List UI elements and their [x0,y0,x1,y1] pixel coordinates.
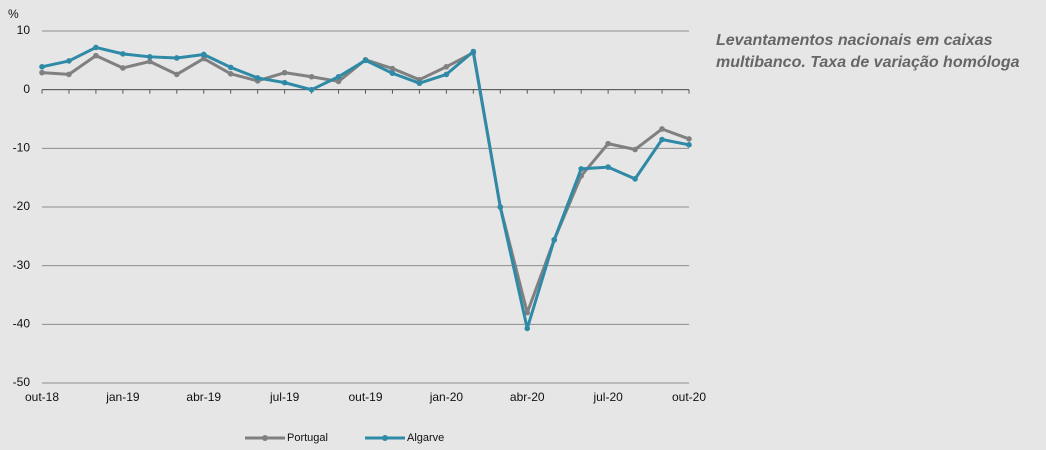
x-tick-label: jul-19 [269,390,300,404]
y-tick-label: -50 [13,375,31,389]
data-point [578,166,584,172]
data-point [173,71,180,78]
data-point [605,140,611,147]
legend-marker [382,435,388,441]
data-point [686,136,692,142]
data-point [281,69,288,76]
x-tick-label: jan-19 [105,390,140,404]
data-point [281,79,288,86]
data-point [227,64,234,71]
data-point [551,237,558,243]
y-tick-label: -20 [13,199,31,213]
y-tick-label: -30 [13,258,31,272]
data-point [308,86,315,93]
data-point [173,55,180,61]
data-point [443,63,450,70]
data-point [254,75,261,81]
y-axis-label: % [8,7,19,21]
data-point [524,309,531,316]
data-point [66,71,72,78]
data-point [335,78,342,85]
data-point [605,164,611,170]
x-tick-label: jan-20 [429,390,464,404]
data-point [308,73,315,80]
data-point [524,325,531,332]
data-point [200,51,207,58]
data-point [200,55,207,62]
data-point [147,58,153,65]
x-tick-label: abr-19 [186,390,221,404]
x-tick-label: out-20 [672,390,706,404]
data-point [470,48,477,55]
data-point [362,57,369,64]
data-point [632,146,638,153]
data-point [497,204,504,210]
data-point [659,126,665,132]
x-tick-label: out-18 [25,390,59,404]
legend-label: Algarve [407,432,444,444]
data-point [39,69,45,76]
x-tick-label: out-19 [348,390,382,404]
legend-label: Portugal [287,432,328,444]
legend-marker [262,435,268,441]
data-point [335,73,342,80]
data-point [632,176,638,182]
data-point [686,142,692,148]
data-point [389,65,396,72]
data-point [389,70,396,77]
data-point [443,71,450,78]
y-tick-label: -10 [13,141,31,155]
y-tick-label: 0 [23,82,30,96]
data-point [416,80,423,87]
data-point [39,63,45,70]
data-point [93,44,99,51]
data-point [227,71,234,77]
data-point [120,65,126,71]
y-tick-label: 10 [17,23,31,37]
data-point [120,51,126,57]
data-point [93,52,99,59]
x-tick-label: jul-20 [592,390,623,404]
chart-title: Levantamentos nacionais em caixas multib… [716,32,1020,71]
data-point [66,58,72,64]
data-point [659,136,665,143]
data-point [147,54,153,60]
y-tick-label: -40 [13,317,31,331]
x-tick-label: abr-20 [510,390,545,404]
